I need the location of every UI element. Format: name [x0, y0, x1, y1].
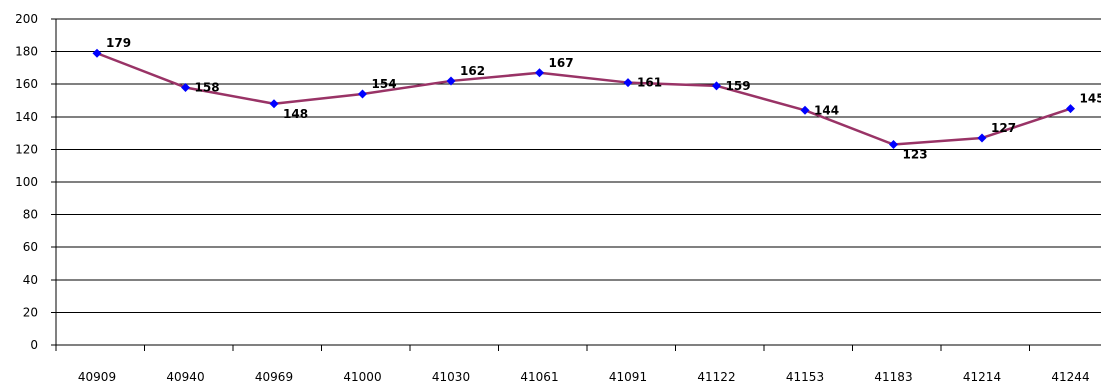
x-tick-label: 41000	[343, 370, 381, 384]
data-label: 148	[283, 107, 308, 121]
x-tick-label: 40969	[255, 370, 293, 384]
y-tick-label: 100	[15, 175, 38, 189]
x-tick-label: 41122	[697, 370, 735, 384]
data-label: 158	[195, 80, 220, 94]
y-tick-label: 140	[15, 110, 38, 124]
y-tick-label: 200	[15, 12, 38, 26]
data-point-marker	[623, 78, 633, 88]
y-tick-label: 20	[23, 305, 38, 319]
y-tick-label: 160	[15, 77, 38, 91]
x-tick-label: 41214	[963, 370, 1001, 384]
data-label: 144	[814, 103, 839, 117]
y-tick-label: 120	[15, 142, 38, 156]
data-point-marker	[358, 89, 367, 99]
x-tick-label: 41244	[1051, 370, 1089, 384]
data-point-marker	[977, 133, 987, 143]
data-label: 161	[637, 76, 662, 90]
series-line	[96, 52, 1071, 146]
data-point-marker	[800, 105, 810, 115]
data-point-marker	[1066, 104, 1075, 114]
gridlines	[56, 18, 1101, 313]
x-tick-label: 41061	[520, 370, 558, 384]
data-point-marker	[712, 81, 721, 91]
series-markers	[92, 48, 1075, 150]
data-label: 159	[726, 79, 751, 93]
data-label: 179	[106, 36, 131, 50]
axes	[51, 18, 1101, 351]
data-point-marker	[269, 99, 279, 109]
data-labels: 179 158 148 154 162 167 161 159 144 123 127 145	[106, 36, 1101, 161]
data-label: 127	[991, 121, 1016, 135]
x-tick-label: 41183	[874, 370, 912, 384]
y-tick-label: 0	[30, 338, 38, 352]
data-label: 145	[1080, 92, 1101, 106]
data-point-marker	[92, 48, 102, 58]
x-tick-label: 41153	[786, 370, 824, 384]
data-point-marker	[889, 140, 898, 150]
x-tick-label: 40909	[78, 370, 116, 384]
data-point-marker	[446, 76, 456, 86]
y-axis-tick-labels: 0 20 40 60 80 100 120 140 160 180 200	[15, 12, 38, 352]
y-tick-label: 60	[23, 240, 38, 254]
x-tick-label: 41091	[609, 370, 647, 384]
data-label: 162	[460, 64, 485, 78]
y-tick-label: 40	[23, 273, 38, 287]
data-label: 154	[372, 77, 397, 91]
data-point-marker	[535, 68, 544, 78]
y-tick-label: 80	[23, 208, 38, 222]
x-tick-label: 40940	[166, 370, 204, 384]
x-tick-label: 41030	[432, 370, 470, 384]
data-point-marker	[181, 82, 190, 92]
y-tick-label: 180	[15, 45, 38, 59]
data-label: 123	[903, 148, 928, 162]
x-axis-tick-labels: 40909 40940 40969 41000 41030 41061 41091 41122…	[78, 370, 1090, 384]
data-label: 167	[549, 56, 574, 70]
series-polyline	[96, 52, 1071, 146]
